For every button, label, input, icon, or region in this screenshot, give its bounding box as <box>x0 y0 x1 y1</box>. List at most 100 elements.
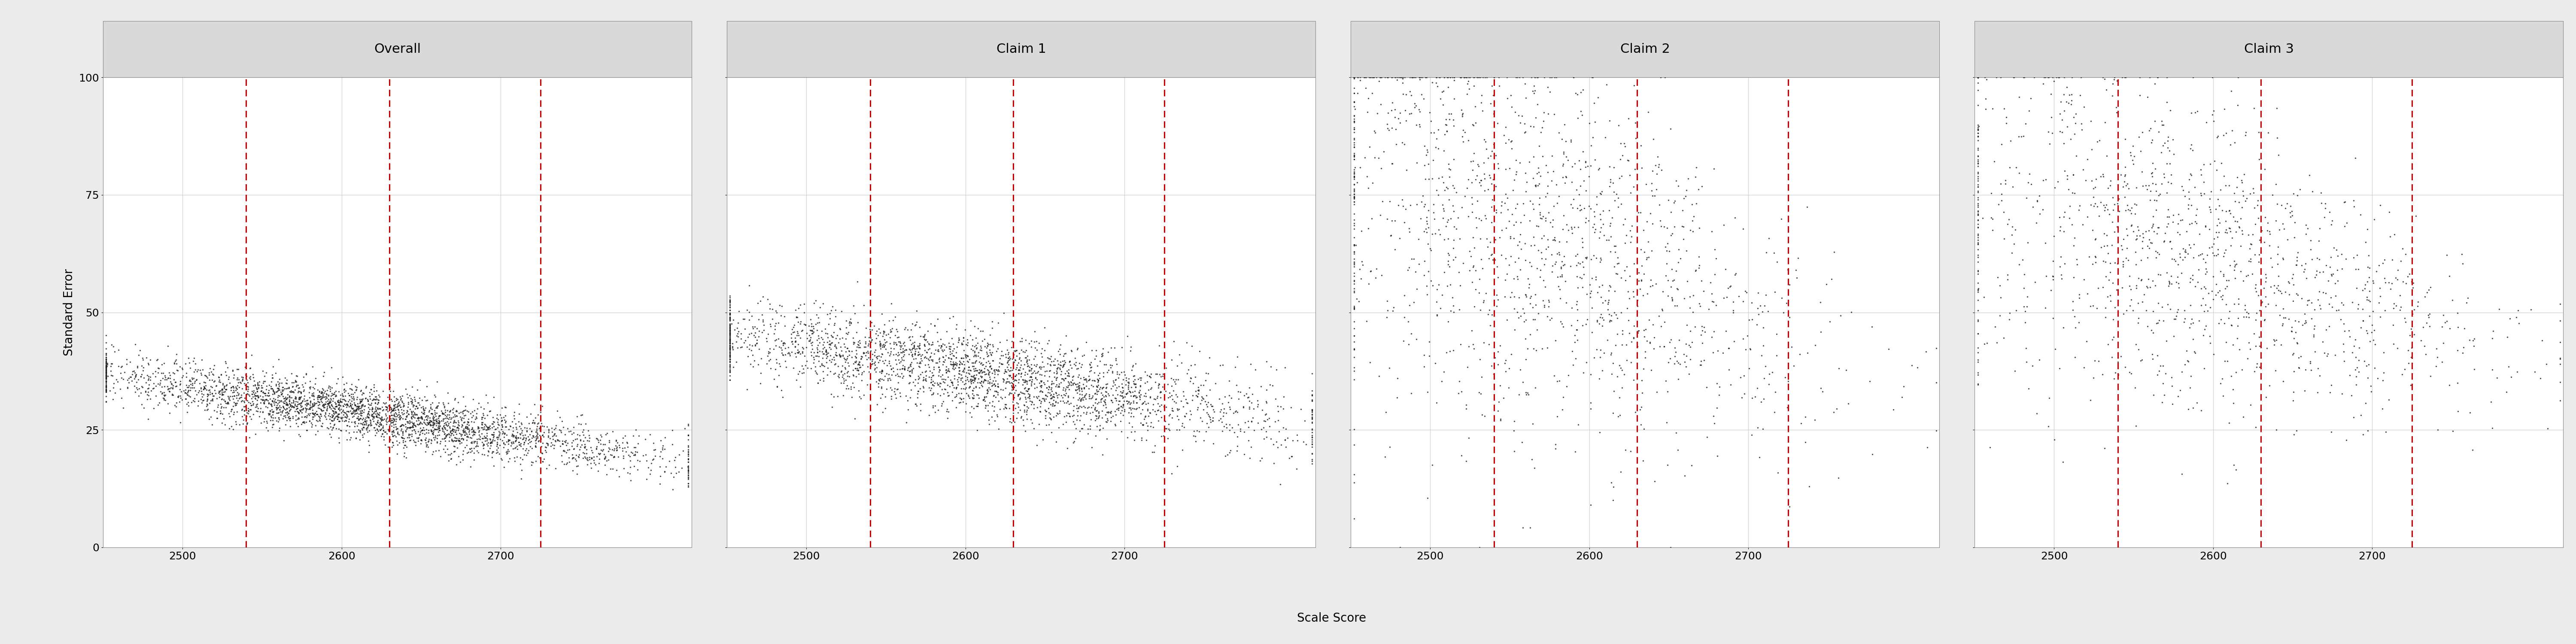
Point <box>417 401 459 412</box>
Point <box>2128 180 2169 191</box>
Point <box>1432 307 1473 317</box>
Point <box>1190 417 1231 427</box>
Point <box>1602 383 1643 393</box>
Point <box>2110 295 2151 305</box>
Point <box>1682 338 1723 348</box>
Point <box>1190 385 1231 395</box>
Point <box>840 392 881 402</box>
Point <box>1504 308 1546 318</box>
Point <box>987 357 1028 368</box>
Point <box>938 359 979 369</box>
Point <box>1646 223 1687 233</box>
Point <box>1589 310 1631 321</box>
Point <box>353 395 394 406</box>
Point <box>258 392 299 402</box>
Point <box>904 359 945 370</box>
Point <box>389 399 430 410</box>
Point <box>1692 296 1734 307</box>
Point <box>185 400 227 410</box>
Point <box>510 408 551 419</box>
Point <box>1419 94 1461 104</box>
Point <box>925 377 966 388</box>
Point <box>404 429 446 439</box>
Point <box>1381 72 1422 82</box>
Point <box>1334 72 1376 82</box>
Point <box>116 372 157 382</box>
Point <box>737 359 778 370</box>
Point <box>201 388 242 399</box>
Point <box>1486 72 1528 82</box>
Point <box>2192 234 2233 244</box>
Bar <box>103 21 690 77</box>
Point <box>2017 195 2058 205</box>
Point <box>206 357 247 367</box>
Point <box>747 328 788 339</box>
Point <box>963 363 1005 374</box>
Point <box>294 394 335 404</box>
Point <box>242 406 283 417</box>
Point <box>992 357 1033 367</box>
Point <box>984 366 1025 377</box>
Point <box>2226 127 2267 137</box>
Point <box>1422 200 1463 210</box>
Point <box>495 424 536 434</box>
Point <box>1334 142 1376 153</box>
Point <box>1461 90 1502 100</box>
Point <box>1432 301 1473 311</box>
Point <box>301 421 343 431</box>
Point <box>1200 413 1242 424</box>
Point <box>484 422 526 432</box>
Point <box>608 468 649 478</box>
Point <box>335 399 376 410</box>
Point <box>1028 408 1069 418</box>
Point <box>994 375 1036 385</box>
Point <box>289 396 330 406</box>
Point <box>935 352 976 363</box>
Point <box>216 383 258 393</box>
Point <box>881 368 922 379</box>
Point <box>1092 375 1133 386</box>
Point <box>268 383 309 393</box>
Point <box>2280 184 2321 194</box>
Point <box>1030 389 1072 399</box>
Point <box>1180 392 1221 402</box>
Point <box>278 406 319 417</box>
Point <box>1388 300 1430 310</box>
Point <box>1543 172 1584 182</box>
Point <box>309 404 350 414</box>
Point <box>304 367 345 377</box>
Point <box>1030 390 1072 401</box>
Point <box>855 354 896 364</box>
Point <box>2246 343 2287 354</box>
Point <box>340 396 381 406</box>
Point <box>1113 374 1154 384</box>
Point <box>392 411 433 421</box>
Point <box>572 462 613 473</box>
Point <box>2025 303 2066 313</box>
Point <box>1025 390 1066 401</box>
Point <box>433 436 474 446</box>
Point <box>425 419 466 430</box>
Point <box>945 353 987 363</box>
Point <box>232 409 273 419</box>
Point <box>1074 431 1115 441</box>
Point <box>2334 202 2375 212</box>
Point <box>461 424 502 435</box>
Point <box>922 357 963 367</box>
Point <box>958 347 999 357</box>
Point <box>2151 372 2192 383</box>
Point <box>1419 72 1461 82</box>
Point <box>502 430 544 440</box>
Point <box>371 406 412 416</box>
Point <box>863 339 904 350</box>
Point <box>85 357 126 367</box>
Point <box>641 453 683 464</box>
Point <box>961 376 1002 386</box>
Point <box>417 415 459 425</box>
Point <box>999 389 1041 399</box>
Point <box>1020 398 1061 408</box>
Point <box>325 399 366 410</box>
Point <box>85 368 126 378</box>
Point <box>1054 417 1095 427</box>
Point <box>2107 255 2148 265</box>
